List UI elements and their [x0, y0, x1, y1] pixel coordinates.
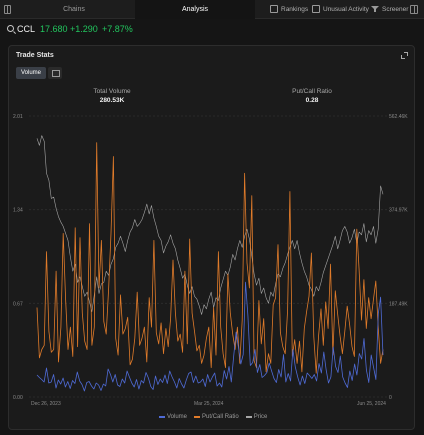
total-volume-label: Total Volume	[93, 88, 131, 95]
quote-header: CCL 17.680 +1.290 +7.87%	[0, 20, 424, 40]
price-change: +1.290	[70, 24, 98, 34]
legend-price[interactable]: Price	[245, 414, 268, 420]
search-icon[interactable]	[7, 25, 14, 32]
put-call-stat: Put/Call Ratio 0.28	[252, 88, 372, 104]
price-change-percent: +7.87%	[102, 24, 133, 34]
tab-analysis[interactable]: Analysis	[135, 0, 255, 19]
left-axis-tick-label: 0.67	[13, 301, 23, 307]
legend-price-label: Price	[253, 414, 268, 420]
right-axis-tick-label: 187.49K	[389, 301, 408, 307]
filter-icon	[371, 5, 379, 13]
right-axis-tick-label: 562.46K	[389, 114, 408, 120]
legend-volume-swatch	[159, 416, 165, 418]
unusual-activity-button[interactable]: Unusual Activity	[312, 4, 369, 15]
trade-stats-panel: Trade Stats Volume Total Volume 280.53K …	[8, 45, 415, 430]
screener-button[interactable]: Screener	[371, 4, 408, 15]
x-axis-tick-label: Mar 25, 2024	[194, 401, 224, 407]
expand-icon[interactable]	[401, 52, 408, 59]
right-axis-tick-label: 0	[389, 395, 392, 401]
left-axis-tick-label: 0.00	[13, 395, 23, 401]
sidebar-toggle-icon[interactable]	[4, 5, 11, 14]
legend-volume[interactable]: Volume	[159, 414, 187, 420]
grid-icon[interactable]	[48, 67, 63, 79]
rankings-label: Rankings	[281, 6, 309, 13]
ticker-symbol[interactable]: CCL	[17, 24, 36, 34]
chart-legend: Volume Put/Call Ratio Price	[159, 414, 267, 420]
top-tab-bar: Chains Analysis Rankings Unusual Activit…	[0, 0, 424, 19]
left-axis-tick-label: 2.01	[13, 114, 23, 120]
put-call-label: Put/Call Ratio	[292, 88, 332, 95]
panel-title: Trade Stats	[16, 52, 54, 59]
volume-series-line	[36, 281, 384, 392]
put-call-value: 0.28	[305, 97, 319, 104]
legend-put-call-swatch	[194, 416, 201, 418]
last-price: 17.680	[40, 24, 68, 34]
legend-volume-label: Volume	[167, 414, 188, 420]
right-panel-toggle-icon[interactable]	[410, 5, 418, 14]
trade-stats-chart[interactable]: 2.011.340.670.00 562.46K374.97K187.49K0 …	[9, 46, 414, 429]
put-call-series-line	[36, 142, 384, 374]
rankings-button[interactable]: Rankings	[270, 4, 308, 15]
legend-put-call-label: Put/Call Ratio	[202, 414, 239, 420]
x-axis-tick-label: Jun 25, 2024	[357, 401, 386, 407]
activity-icon	[312, 5, 320, 13]
volume-view-button[interactable]: Volume	[16, 67, 47, 79]
screener-label: Screener	[382, 6, 409, 13]
bar-chart-icon	[270, 5, 278, 13]
tab-chains[interactable]: Chains	[63, 6, 85, 13]
x-axis-tick-label: Dec 26, 2023	[31, 401, 61, 407]
view-toggle: Volume	[16, 67, 63, 79]
legend-price-swatch	[245, 416, 252, 418]
right-axis-tick-label: 374.97K	[389, 208, 408, 214]
legend-put-call[interactable]: Put/Call Ratio	[194, 414, 239, 420]
unusual-activity-label: Unusual Activity	[323, 6, 369, 13]
total-volume-stat: Total Volume 280.53K	[52, 88, 172, 104]
total-volume-value: 280.53K	[99, 97, 125, 104]
left-axis-tick-label: 1.34	[13, 208, 23, 214]
